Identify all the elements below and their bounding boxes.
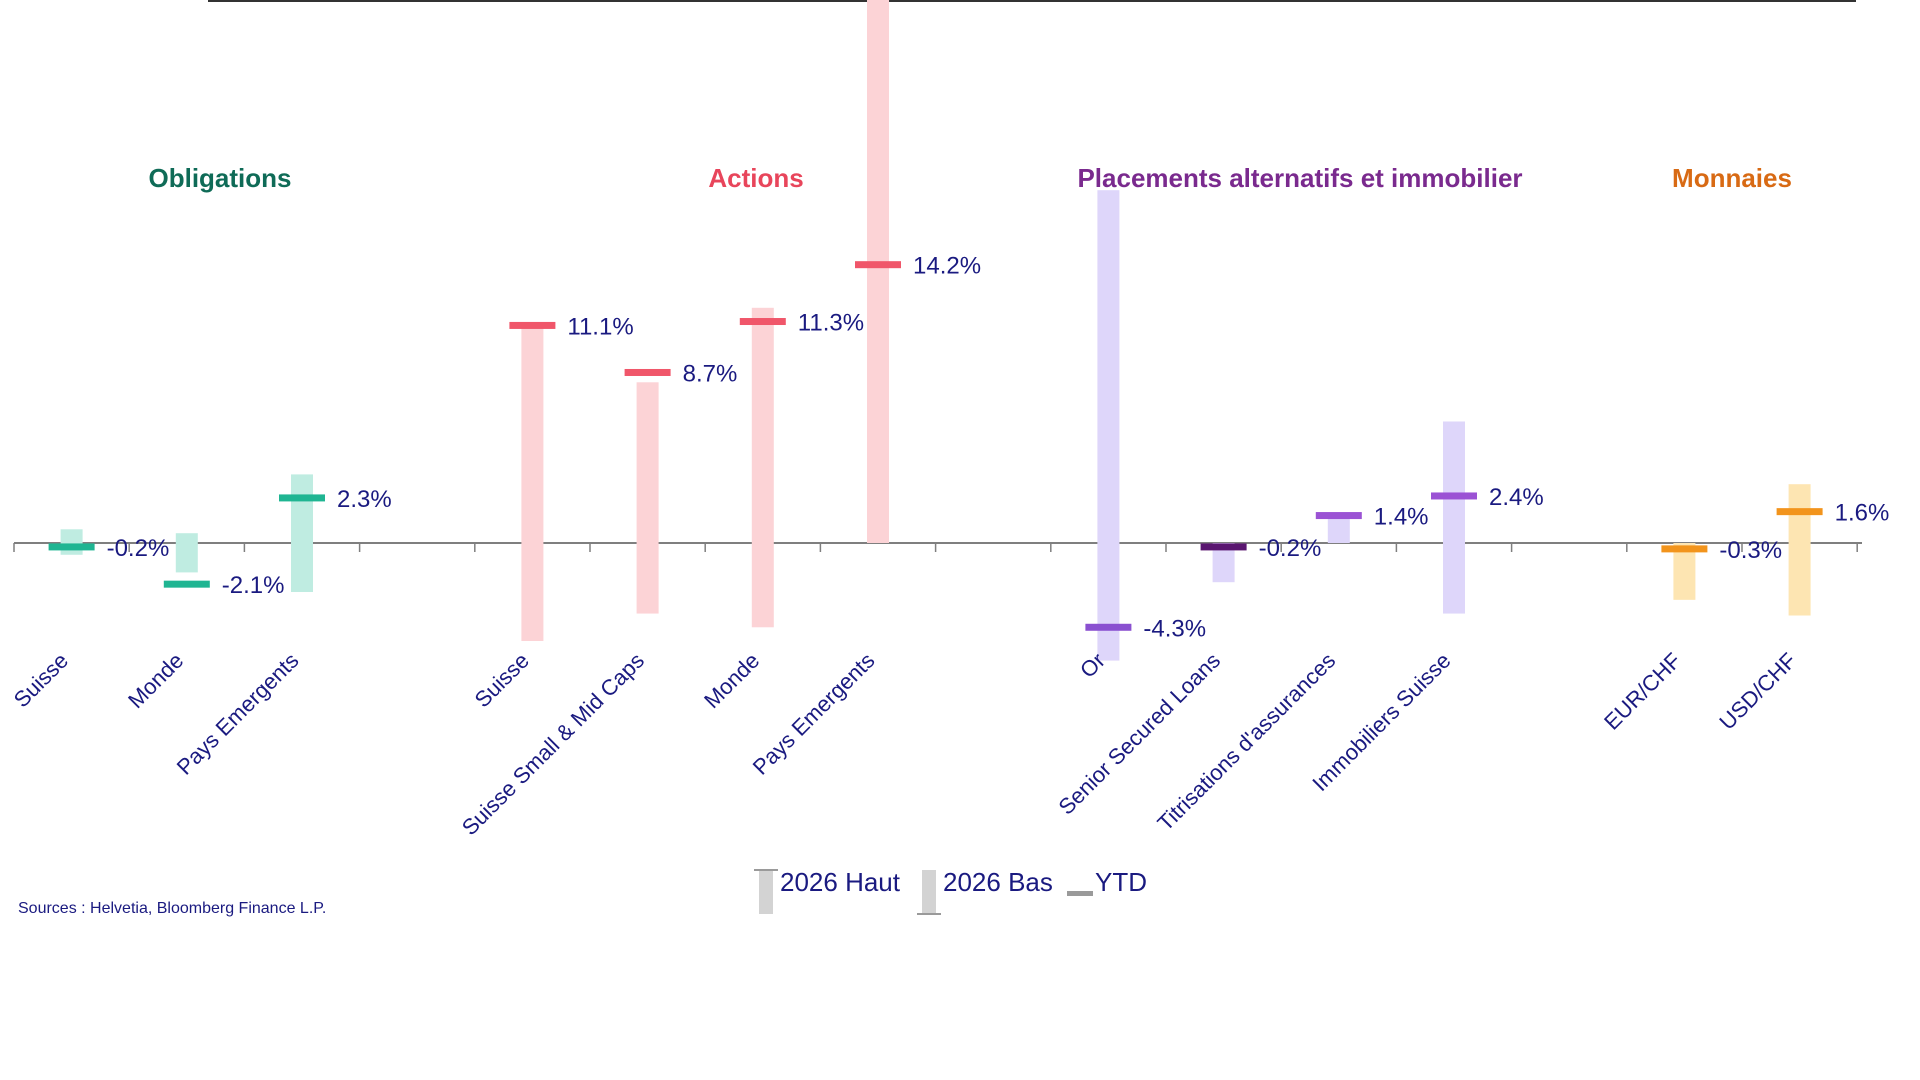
ytd-marker — [855, 261, 901, 269]
value-label: 2.4% — [1489, 484, 1544, 511]
range-bar — [1212, 543, 1235, 583]
value-label: -2.1% — [222, 572, 285, 599]
legend-label: YTD — [1095, 867, 1147, 897]
value-label: 1.6% — [1835, 500, 1890, 527]
category-label: USD/CHF — [1714, 648, 1801, 735]
range-bar — [867, 0, 889, 544]
ytd-marker — [624, 368, 671, 376]
value-label: 14.2% — [913, 253, 981, 280]
ytd-marker — [1085, 623, 1132, 631]
legend-label: 2026 Bas — [943, 867, 1053, 897]
value-label: 11.3% — [798, 310, 864, 337]
ytd-marker — [509, 321, 556, 329]
range-bar — [60, 529, 83, 555]
category-label: Suisse — [9, 648, 73, 712]
category-label: Suisse Small & Mid Caps — [457, 648, 649, 840]
ytd-marker — [48, 543, 95, 551]
value-label: 2.3% — [337, 486, 392, 513]
category-label: Monde — [699, 648, 764, 713]
category-label: Pays Emergents — [172, 648, 304, 780]
range-bar — [751, 307, 774, 628]
value-label: -0.2% — [107, 535, 170, 562]
group-title: Monnaies — [1672, 163, 1792, 193]
ytd-marker — [1431, 492, 1477, 500]
group-title: Obligations — [149, 163, 292, 193]
group-title: Actions — [708, 163, 803, 193]
range-bar — [1788, 484, 1811, 616]
value-label: 11.1% — [567, 313, 633, 340]
ytd-marker — [279, 494, 325, 502]
ytd-marker — [163, 580, 210, 588]
range-bar — [1443, 421, 1465, 614]
legend-symbol-bas — [922, 870, 936, 914]
range-bar — [1673, 543, 1696, 600]
ytd-marker — [1661, 545, 1708, 553]
category-label: Pays Emergents — [748, 648, 880, 780]
legend-symbol-haut — [759, 870, 773, 914]
range-bar — [1097, 190, 1120, 661]
category-label: Monde — [123, 648, 188, 713]
range-bar — [636, 382, 659, 614]
ytd-marker — [1776, 508, 1823, 516]
category-label: Suisse — [470, 648, 534, 712]
value-label: 1.4% — [1374, 504, 1429, 531]
group-title: Placements alternatifs et immobilier — [1077, 163, 1522, 193]
category-label: EUR/CHF — [1599, 648, 1686, 735]
range-bar — [291, 474, 313, 592]
range-bar — [521, 327, 544, 641]
ytd-marker — [739, 318, 786, 326]
value-label: -0.3% — [1719, 537, 1782, 564]
source-note: Sources : Helvetia, Bloomberg Finance L.… — [18, 900, 326, 917]
legend-label: 2026 Haut — [780, 867, 901, 897]
range-bar — [1327, 513, 1350, 543]
value-label: 8.7% — [683, 360, 738, 387]
value-label: -0.2% — [1259, 535, 1322, 562]
value-label: -4.3% — [1143, 615, 1206, 642]
ytd-marker — [1315, 512, 1362, 520]
range-bar — [175, 533, 198, 573]
top-border-line — [208, 0, 1856, 2]
legend-symbol-ytd — [1067, 891, 1093, 896]
ytd-marker — [1200, 543, 1247, 551]
